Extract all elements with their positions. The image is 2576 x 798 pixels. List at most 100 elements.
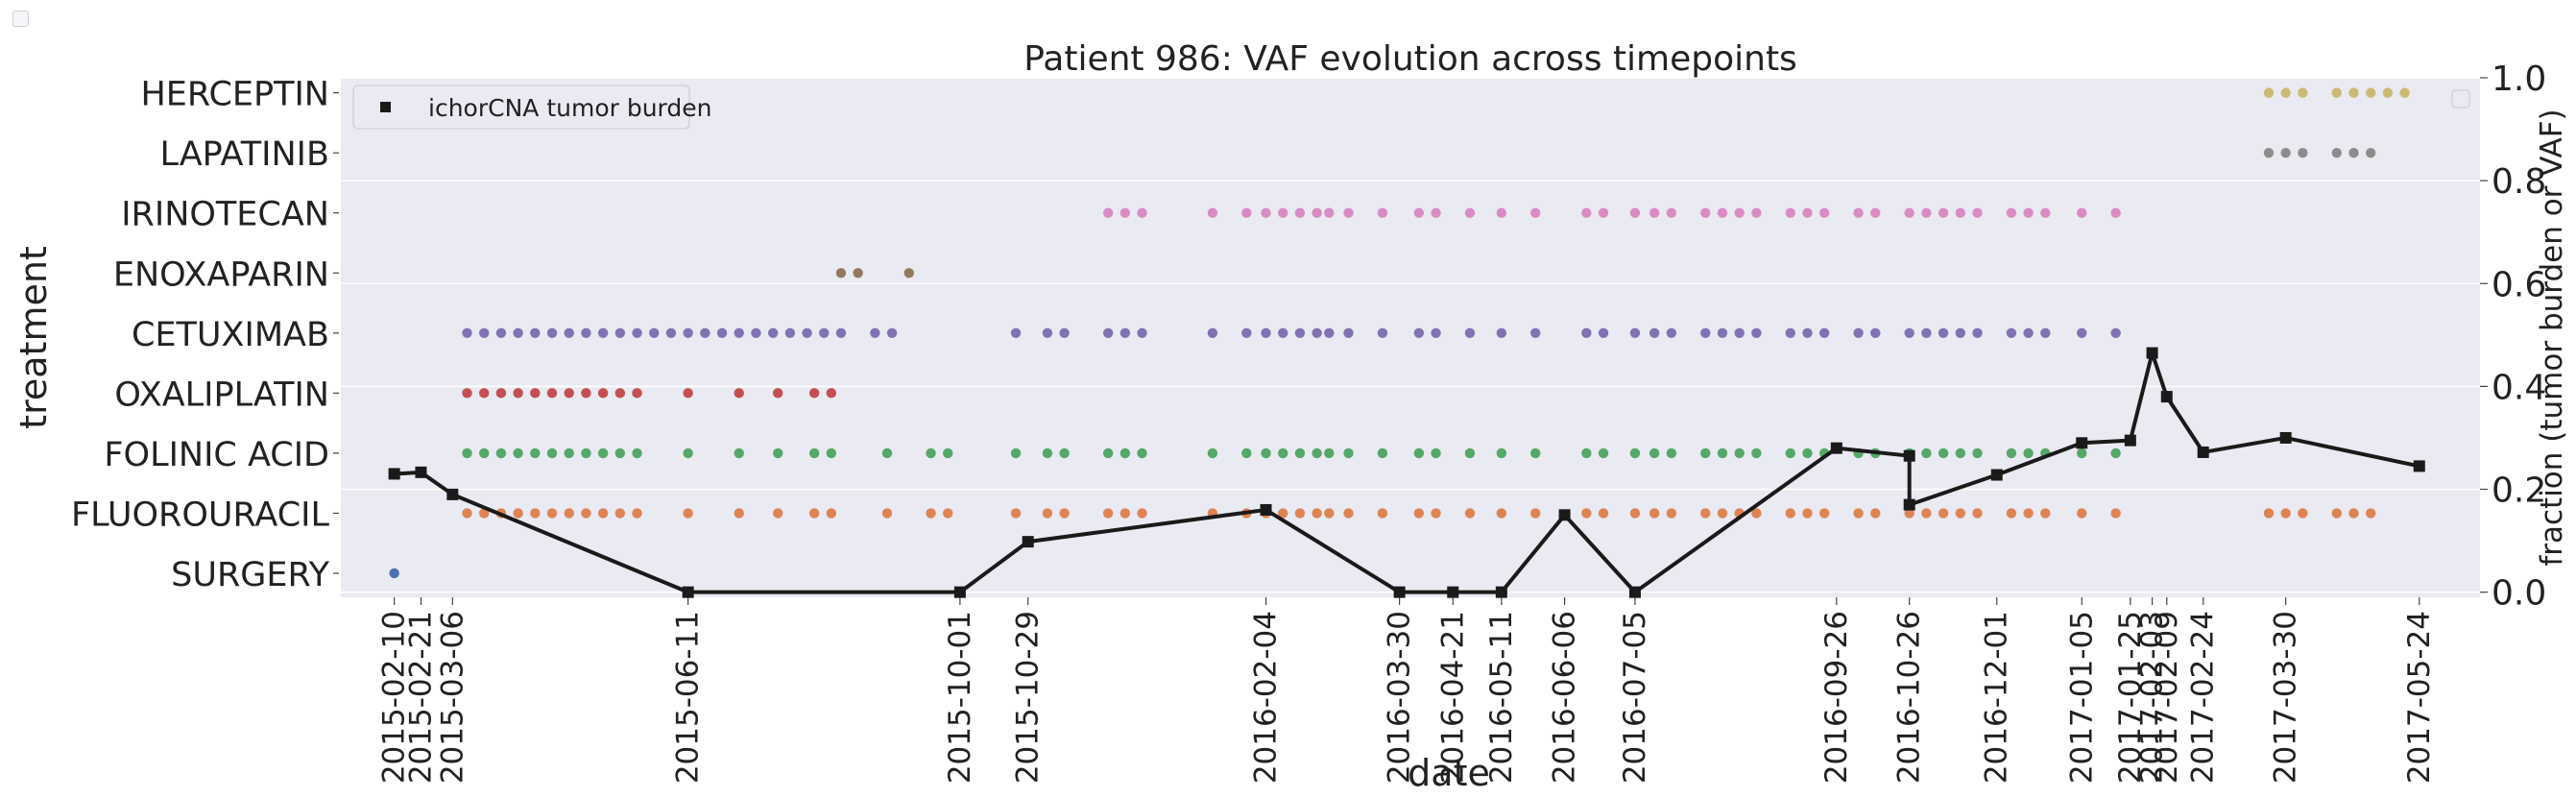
treatment-point-irinotecan bbox=[2077, 207, 2087, 218]
treatment-point-folinic-acid bbox=[495, 447, 507, 459]
x-tick-label: 2017-05-24 bbox=[2402, 611, 2437, 784]
treatment-point-oxaliplatin bbox=[773, 388, 783, 399]
treatment-point-irinotecan bbox=[1102, 207, 1114, 218]
treatment-point-folinic-acid bbox=[1042, 447, 1053, 459]
treatment-point-fluorouracil bbox=[1818, 508, 1830, 519]
treatment-point-oxaliplatin bbox=[513, 388, 523, 399]
x-tick-label: 2016-03-30 bbox=[1383, 611, 1417, 784]
corner-checkbox[interactable] bbox=[12, 11, 29, 27]
treatment-point-folinic-acid bbox=[1010, 447, 1022, 459]
treatment-point-cetuximab bbox=[1802, 327, 1813, 339]
tumor-burden-marker bbox=[2197, 446, 2209, 458]
treatment-point-cetuximab bbox=[1294, 327, 1306, 339]
treatment-point-folinic-acid bbox=[1278, 447, 1288, 459]
treatment-point-oxaliplatin bbox=[479, 388, 490, 399]
treatment-point-cetuximab bbox=[1955, 327, 1966, 339]
treatment-point-folinic-acid bbox=[1734, 447, 1745, 459]
treatment-point-irinotecan bbox=[1921, 207, 1932, 218]
treatment-point-cetuximab bbox=[546, 327, 558, 339]
treatment-point-fluorouracil bbox=[881, 508, 893, 519]
tumor-burden-marker bbox=[415, 466, 427, 478]
treatment-point-folinic-acid bbox=[2023, 447, 2034, 459]
treatment-point-cetuximab bbox=[1102, 327, 1114, 339]
treatment-point-cetuximab bbox=[1207, 327, 1218, 339]
treatment-point-cetuximab bbox=[683, 327, 693, 339]
treatment-point-cetuximab bbox=[870, 327, 880, 339]
treatment-point-cetuximab bbox=[649, 327, 660, 339]
treatment-point-fluorouracil bbox=[1496, 508, 1507, 519]
treatment-point-folinic-acid bbox=[1377, 447, 1388, 459]
treatment-point-folinic-acid bbox=[1343, 447, 1354, 459]
treatment-point-irinotecan bbox=[1119, 207, 1131, 218]
treatment-point-fluorouracil bbox=[1431, 508, 1441, 519]
treatment-point-folinic-acid bbox=[1629, 447, 1641, 459]
treatment-point-folinic-acid bbox=[881, 447, 893, 459]
treatment-point-fluorouracil bbox=[1955, 508, 1966, 519]
treatment-point-folinic-acid bbox=[1802, 447, 1813, 459]
plot-area bbox=[341, 78, 2480, 597]
treatment-point-surgery bbox=[389, 568, 399, 579]
tumor-burden-marker bbox=[1558, 509, 1571, 521]
treatment-point-cetuximab bbox=[2023, 327, 2034, 339]
treatment-point-fluorouracil bbox=[1700, 508, 1711, 519]
treatment-point-fluorouracil bbox=[2280, 508, 2291, 519]
treatment-point-fluorouracil bbox=[2348, 508, 2359, 519]
treatment-point-folinic-acid bbox=[1751, 447, 1762, 459]
tumor-burden-marker bbox=[1260, 503, 1272, 516]
treatment-point-cetuximab bbox=[581, 327, 591, 339]
treatment-point-fluorouracil bbox=[1413, 508, 1425, 519]
treatment-point-fluorouracil bbox=[1598, 508, 1609, 519]
treatment-point-cetuximab bbox=[1464, 327, 1476, 339]
x-tick-label: 2016-07-05 bbox=[1618, 611, 1652, 784]
x-tick-label: 2016-02-04 bbox=[1249, 611, 1284, 784]
treatment-point-cetuximab bbox=[2006, 327, 2017, 339]
treatment-point-folinic-acid bbox=[1207, 447, 1218, 459]
x-tick-label: 2016-12-01 bbox=[1980, 611, 2014, 784]
treatment-point-fluorouracil bbox=[1870, 508, 1881, 519]
treatment-point-cetuximab bbox=[1818, 327, 1830, 339]
treatment-point-fluorouracil bbox=[1751, 508, 1762, 519]
treatment-point-oxaliplatin bbox=[826, 388, 837, 399]
tumor-burden-marker bbox=[1830, 442, 1842, 454]
treatment-point-irinotecan bbox=[1717, 207, 1728, 218]
treatment-point-herceptin bbox=[2382, 87, 2394, 98]
treatment-point-irinotecan bbox=[1581, 207, 1592, 218]
tumor-burden-marker bbox=[446, 488, 459, 500]
tumor-burden-marker bbox=[1903, 498, 1915, 511]
treatment-point-fluorouracil bbox=[513, 508, 523, 519]
x-tick-label: 2016-04-21 bbox=[1435, 611, 1470, 784]
treatment-point-folinic-acid bbox=[513, 447, 523, 459]
treatment-point-fluorouracil bbox=[1785, 508, 1795, 519]
treatment-point-fluorouracil bbox=[1119, 508, 1131, 519]
treatment-point-folinic-acid bbox=[1700, 447, 1711, 459]
x-axis-label: date bbox=[1408, 752, 1490, 794]
treatment-point-irinotecan bbox=[1278, 207, 1288, 218]
treatment-point-cetuximab bbox=[1278, 327, 1288, 339]
treatment-point-cetuximab bbox=[2040, 327, 2051, 339]
treatment-point-cetuximab bbox=[734, 327, 744, 339]
treatment-point-fluorouracil bbox=[2110, 508, 2121, 519]
treatment-point-irinotecan bbox=[1649, 207, 1660, 218]
treatment-point-fluorouracil bbox=[530, 508, 541, 519]
treatment-point-cetuximab bbox=[479, 327, 490, 339]
treatment-point-folinic-acid bbox=[614, 447, 626, 459]
tumor-burden-marker bbox=[2279, 431, 2292, 444]
treatment-point-irinotecan bbox=[1431, 207, 1441, 218]
y-tick-label: HERCEPTIN bbox=[140, 76, 329, 114]
treatment-point-enoxaparin bbox=[853, 268, 863, 278]
treatment-point-cetuximab bbox=[1598, 327, 1609, 339]
x-tick-label: 2017-03-30 bbox=[2269, 611, 2303, 784]
treatment-point-cetuximab bbox=[1581, 327, 1592, 339]
treatment-point-irinotecan bbox=[1598, 207, 1609, 218]
treatment-point-cetuximab bbox=[700, 327, 710, 339]
treatment-point-cetuximab bbox=[1324, 327, 1335, 339]
treatment-point-herceptin bbox=[2399, 87, 2410, 98]
treatment-point-folinic-acid bbox=[826, 447, 837, 459]
treatment-point-folinic-acid bbox=[926, 447, 936, 459]
treatment-point-fluorouracil bbox=[1464, 508, 1476, 519]
treatment-point-irinotecan bbox=[1343, 207, 1354, 218]
treatment-point-fluorouracil bbox=[1377, 508, 1388, 519]
treatment-point-irinotecan bbox=[1629, 207, 1641, 218]
treatment-point-cetuximab bbox=[1119, 327, 1131, 339]
